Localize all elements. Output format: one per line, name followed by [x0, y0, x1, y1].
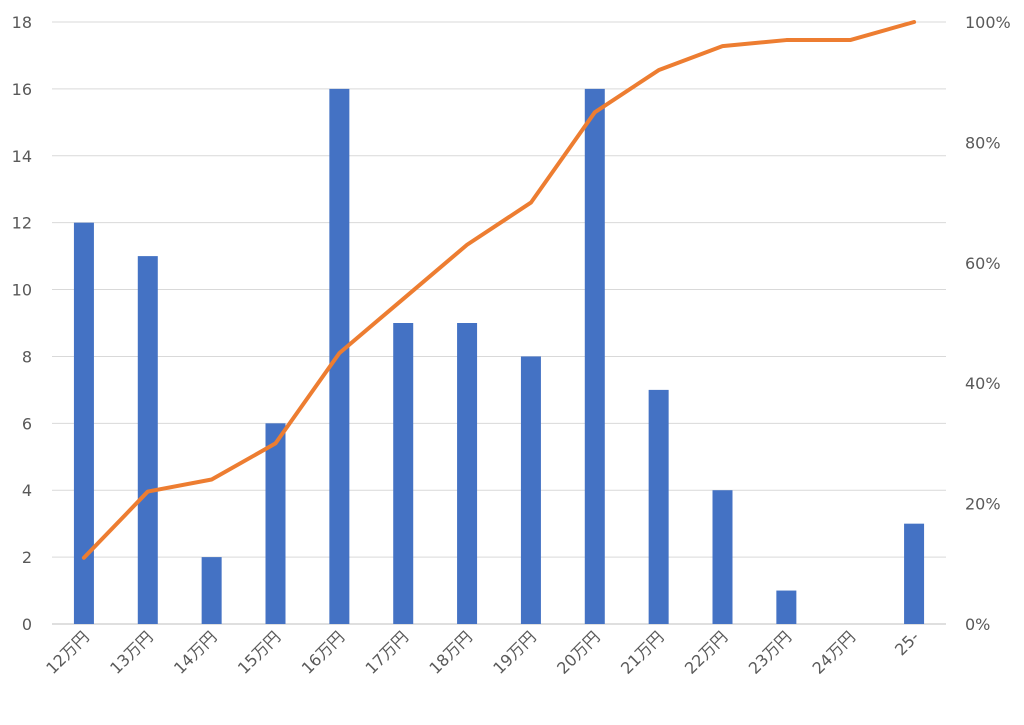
left-tick-label: 12 [12, 214, 32, 233]
category-label: 19万円 [489, 627, 539, 677]
left-tick-label: 14 [12, 147, 32, 166]
category-label: 22万円 [681, 627, 731, 677]
category-label: 17万円 [362, 627, 412, 677]
cumulative-line-series [81, 20, 917, 560]
category-label: 12万円 [42, 627, 92, 677]
right-axis-ticks: 0% 20% 40% 60% 80% 100% [965, 13, 1011, 634]
category-label: 13万円 [106, 627, 156, 677]
cumulative-line [81, 20, 917, 560]
right-tick-label: 80% [965, 133, 1001, 152]
bar [904, 523, 925, 624]
bar [584, 88, 605, 624]
category-label: 20万円 [553, 627, 603, 677]
right-tick-label: 0% [965, 615, 990, 634]
bar [73, 222, 94, 624]
left-tick-label: 8 [22, 347, 32, 366]
bar [201, 557, 222, 624]
bar [776, 590, 797, 624]
left-tick-label: 18 [12, 13, 32, 32]
category-axis-labels: 12万円 13万円 14万円 15万円 16万円 17万円 18万円 19万円 20万円 21万円… [42, 627, 923, 677]
left-tick-label: 6 [22, 414, 32, 433]
bar [457, 323, 478, 624]
left-axis-ticks: 0 2 4 6 8 10 12 14 16 18 [12, 13, 32, 634]
category-label: 18万円 [425, 627, 475, 677]
category-label: 16万円 [298, 627, 348, 677]
bar [265, 423, 286, 624]
category-label: 23万円 [745, 627, 795, 677]
category-label: 15万円 [234, 627, 284, 677]
bar [520, 356, 541, 624]
category-label: 14万円 [170, 627, 220, 677]
category-label: 21万円 [617, 627, 667, 677]
gridlines [52, 21, 946, 625]
bar [393, 323, 414, 624]
bar-series [73, 88, 925, 624]
left-tick-label: 10 [12, 281, 32, 300]
bar [648, 389, 669, 624]
left-tick-label: 16 [12, 80, 32, 99]
category-label: 25- [891, 627, 923, 659]
right-tick-label: 100% [965, 13, 1011, 32]
right-tick-label: 40% [965, 374, 1001, 393]
left-tick-label: 0 [22, 615, 32, 634]
left-tick-label: 2 [22, 548, 32, 567]
bar [137, 256, 158, 624]
left-tick-label: 4 [22, 481, 32, 500]
right-tick-label: 60% [965, 254, 1001, 273]
right-tick-label: 20% [965, 495, 1001, 514]
bar [712, 490, 733, 624]
category-label: 24万円 [809, 627, 859, 677]
